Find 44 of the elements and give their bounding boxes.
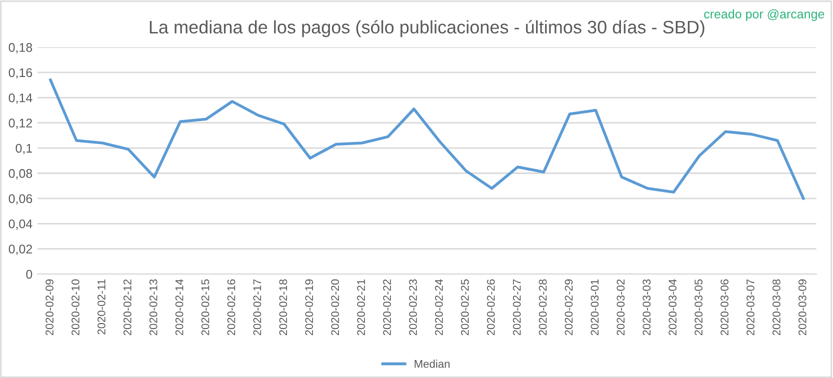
- x-tick-label: 2020-02-09: [46, 279, 54, 336]
- y-tick-label: 0,16: [8, 68, 32, 79]
- x-tick-label: 2020-03-02: [616, 279, 625, 336]
- x-tick-label: 2020-02-29: [564, 279, 573, 336]
- x-tick-label: 2020-03-09: [798, 279, 806, 336]
- x-tick-label: 2020-02-28: [538, 279, 547, 336]
- x-tick-label: 2020-03-03: [642, 279, 651, 336]
- x-tick-label: 2020-03-06: [720, 279, 728, 336]
- y-tick-label: 0,04: [8, 219, 32, 230]
- x-tick-label: 2020-02-17: [253, 279, 262, 336]
- x-tick-label: 2020-02-13: [149, 279, 158, 336]
- y-tick-label: 0,02: [8, 244, 32, 255]
- text: creado por @arcange: [704, 9, 824, 21]
- x-tick-label: 2020-02-11: [98, 279, 106, 334]
- x-tick-label: 2020-02-22: [383, 279, 391, 336]
- x-tick-label: 2020-03-04: [668, 279, 677, 336]
- legend-label: Median: [414, 360, 450, 368]
- x-tick-label: 2020-03-01: [590, 279, 599, 336]
- x-tick-label: 2020-02-15: [201, 279, 210, 336]
- y-tick-label: 0,06: [8, 194, 32, 205]
- chart-title: La mediana de los pagos (sólo publicaciones - últimos 30 días - SBD): [150, 20, 704, 38]
- x-tick-label: 2020-02-19: [305, 279, 314, 336]
- x-tick-label: 2020-02-26: [486, 279, 495, 336]
- x-tick-label: 2020-02-14: [175, 279, 184, 336]
- x-tick-label: 2020-03-08: [772, 279, 780, 336]
- x-tick-label: 2020-02-24: [435, 279, 443, 336]
- x-tick-label: 2020-02-25: [460, 279, 469, 336]
- x-tick-label: 2020-03-05: [694, 279, 702, 336]
- x-tick-label: 2020-02-16: [227, 279, 236, 336]
- x-tick-label: 2020-02-23: [409, 279, 417, 336]
- y-tick-label: 0: [26, 270, 32, 279]
- x-tick-label: 2020-02-18: [279, 279, 288, 336]
- line-series: [49, 78, 805, 200]
- x-tick-label: 2020-02-20: [331, 279, 340, 336]
- y-tick-label: 0,08: [8, 169, 32, 180]
- x-tick-label: 2020-03-07: [746, 279, 754, 336]
- x-tick-label: 2020-02-21: [357, 279, 365, 336]
- y-tick-label: 0,14: [8, 93, 32, 104]
- x-tick-label: 2020-02-10: [72, 279, 80, 336]
- y-tick-label: 0,1: [16, 144, 32, 154]
- x-tick-label: 2020-02-12: [123, 279, 132, 336]
- y-tick-label: 0,18: [8, 43, 32, 54]
- x-tick-label: 2020-02-27: [512, 279, 521, 336]
- y-tick-label: 0,12: [8, 118, 32, 129]
